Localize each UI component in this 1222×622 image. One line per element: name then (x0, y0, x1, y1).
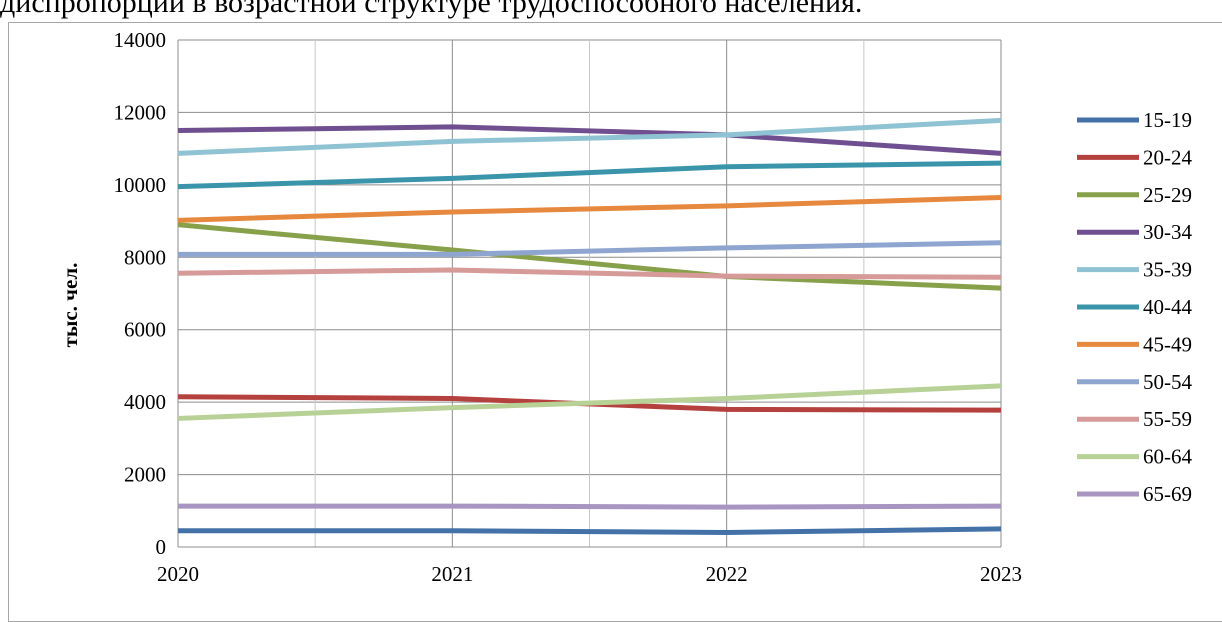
legend-label-65-69: 65-69 (1143, 482, 1192, 506)
line-chart: 0 2000 4000 6000 8000 10000 12000 14000 2020 2021… (58, 28, 1192, 586)
legend: 15-19 20-24 25-29 30-34 35-39 40-44 45-49 50-54… (1077, 108, 1192, 506)
legend-label-25-29: 25-29 (1143, 183, 1192, 207)
x-tick-label: 2023 (980, 562, 1022, 586)
x-tick-label: 2021 (431, 562, 473, 586)
series-line-45-49 (177, 195, 1002, 223)
y-tick-label: 6000 (124, 318, 166, 342)
series-line-55-59 (177, 267, 1002, 280)
legend-label-15-19: 15-19 (1143, 108, 1192, 132)
y-axis-label: тыс. чел. (58, 263, 82, 348)
legend-label-35-39: 35-39 (1143, 258, 1192, 282)
y-tick-label: 4000 (124, 390, 166, 414)
y-tick-label: 10000 (114, 173, 167, 197)
x-tick-label: 2022 (706, 562, 748, 586)
x-tick-label: 2020 (157, 562, 199, 586)
legend-label-30-34: 30-34 (1143, 220, 1192, 244)
series-line-50-54 (178, 240, 1002, 257)
y-tick-label: 8000 (124, 245, 166, 269)
series-line-30-34 (177, 124, 1002, 156)
legend-label-55-59: 55-59 (1143, 407, 1192, 431)
series-line-65-69 (178, 503, 1002, 510)
series-lines (177, 117, 1002, 536)
series-line-60-64 (177, 383, 1002, 421)
axes (177, 40, 1001, 548)
chart-caption: диспропорции в возрастной структуре труд… (0, 0, 863, 19)
legend-label-45-49: 45-49 (1143, 332, 1192, 356)
series-line-40-44 (177, 160, 1002, 190)
y-tick-label: 0 (156, 535, 167, 559)
legend-label-20-24: 20-24 (1143, 145, 1192, 169)
y-tick-label: 14000 (114, 28, 167, 52)
y-tick-label: 2000 (124, 463, 166, 487)
gridlines (178, 39, 1002, 547)
legend-label-50-54: 50-54 (1143, 370, 1192, 394)
y-tick-label: 12000 (114, 100, 167, 124)
tick-labels: 0 2000 4000 6000 8000 10000 12000 14000 2020 2021… (114, 28, 1023, 586)
series-line-35-39 (177, 117, 1002, 156)
series-line-15-19 (178, 526, 1002, 536)
legend-label-60-64: 60-64 (1143, 445, 1192, 469)
legend-label-40-44: 40-44 (1143, 295, 1192, 319)
series-line-25-29 (177, 222, 1002, 291)
